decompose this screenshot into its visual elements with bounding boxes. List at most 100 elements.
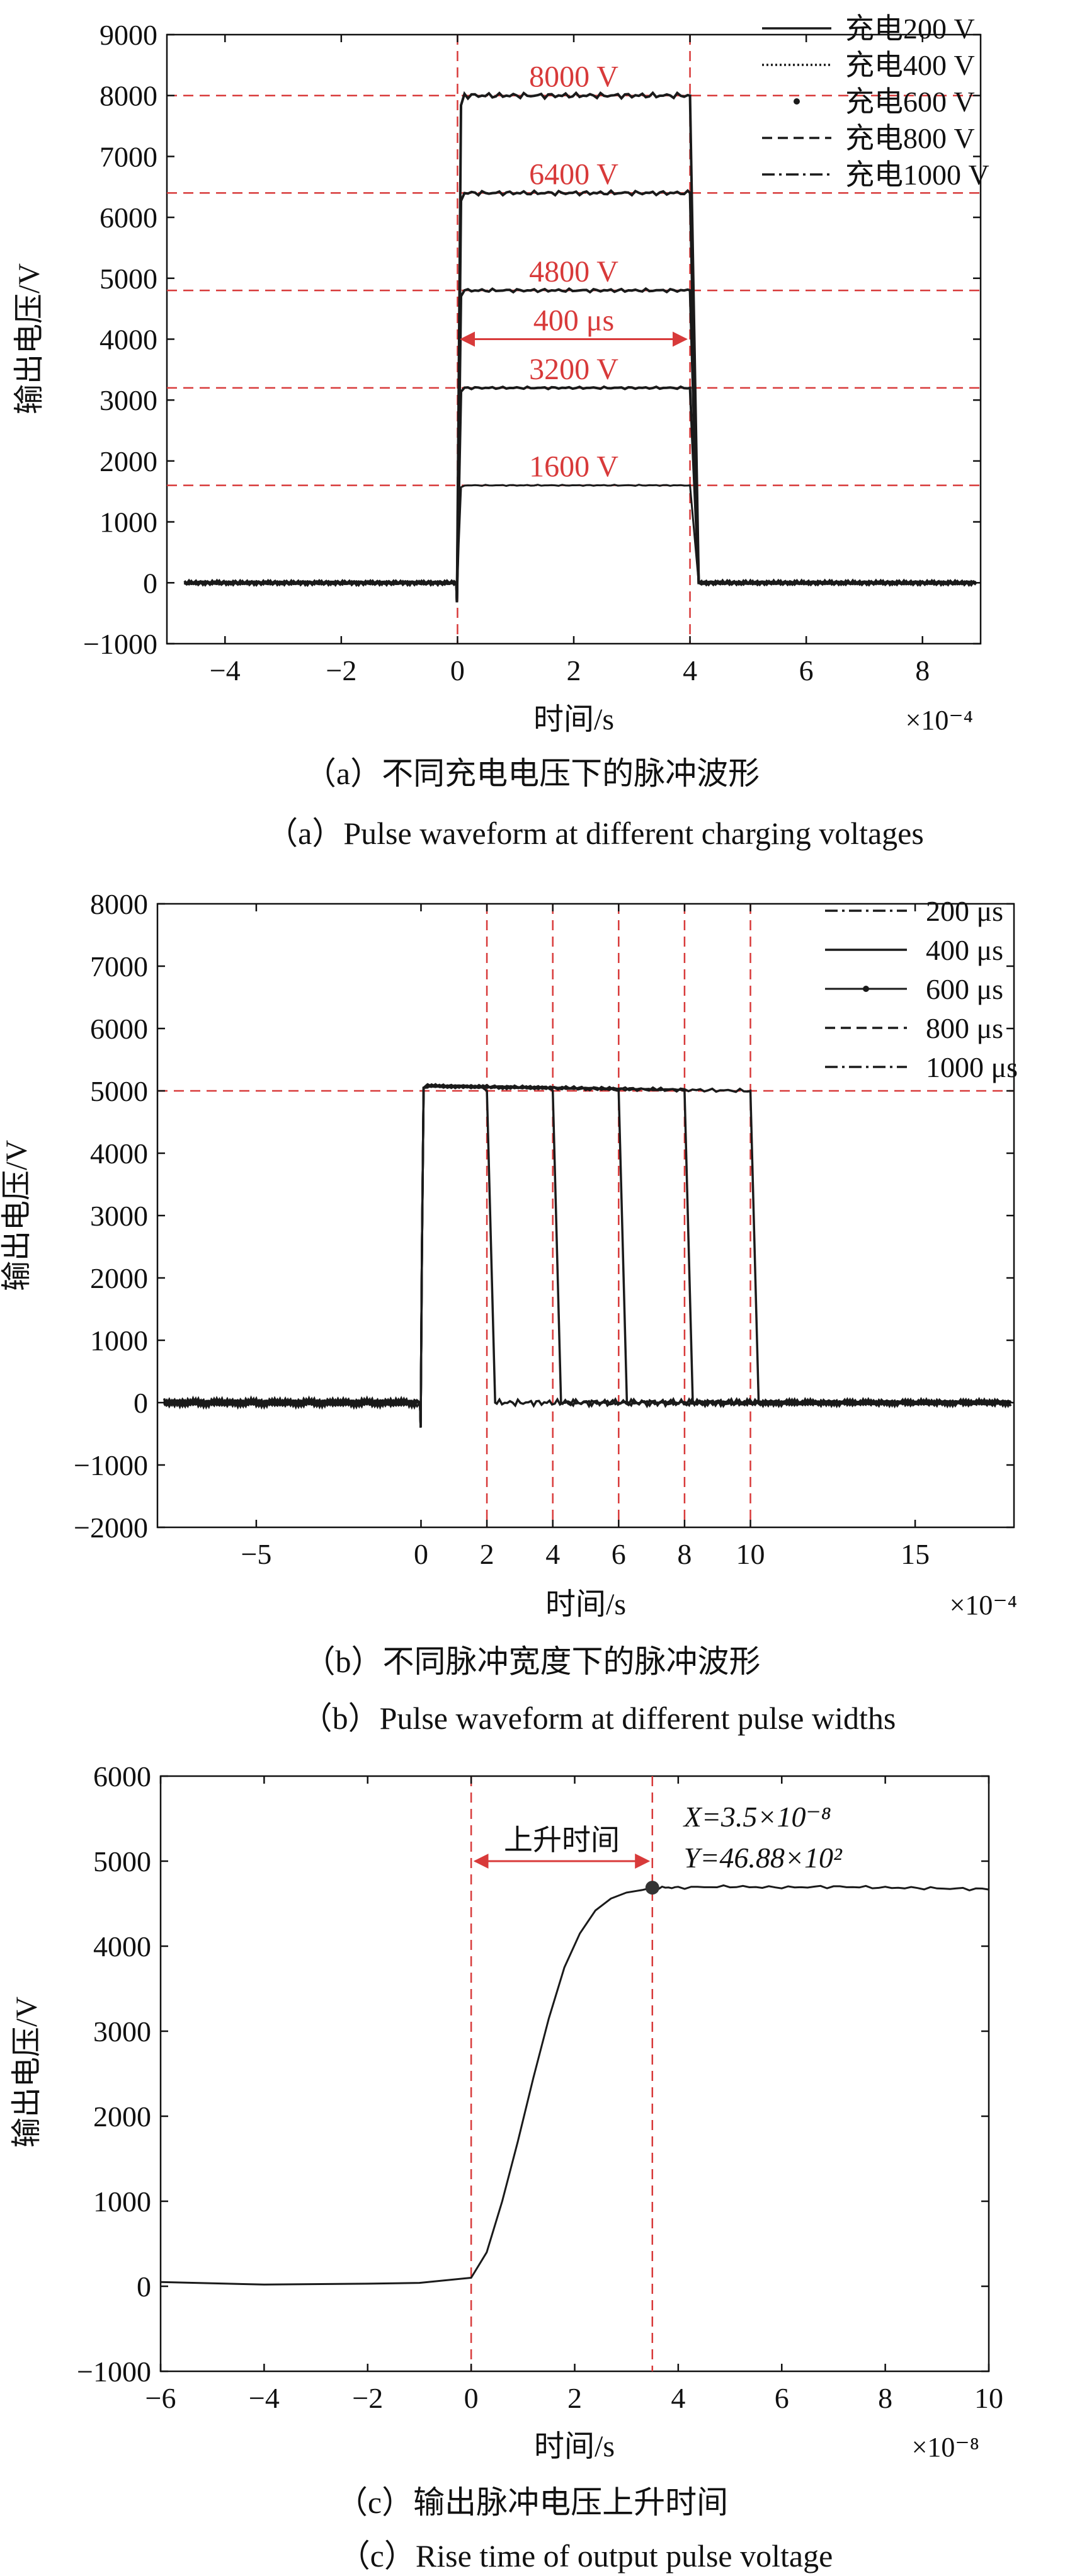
x-ticks: −6 −4 −2 0 2 4 6 8 10: [145, 1776, 1003, 2414]
legend-marker: [863, 986, 869, 992]
legend-label: 600 μs: [926, 973, 1003, 1005]
y-tick-label: 4000: [90, 1137, 148, 1170]
y-tick-label: 2000: [100, 445, 157, 477]
x-tick-label: 4: [545, 1538, 560, 1570]
y-tick-label: 1000: [93, 2186, 151, 2218]
legend: 充电200 V 充电400 V 充电600 V 充电800 V 充电1000 V: [762, 13, 989, 191]
x-axis-title: 时间/s: [534, 2430, 615, 2463]
plot-frame: [159, 1775, 990, 2373]
y-ticks: −2000 −1000 0 1000 2000 3000 4000 5000 6000 7000 8…: [74, 888, 1014, 1544]
legend-label: 充电1000 V: [845, 159, 989, 191]
legend-label: 充电600 V: [845, 86, 975, 118]
x-tick-label: 2: [480, 1538, 494, 1570]
y-tick-label: 0: [137, 2271, 151, 2303]
annotations: 8000 V 6400 V 4800 V 3200 V 1600 V 400 μs: [460, 60, 688, 484]
point-x-label: X=3.5×10⁻⁸: [683, 1801, 831, 1833]
x-tick-label: 6: [799, 654, 814, 687]
x-tick-label: 0: [450, 654, 465, 687]
y-tick-label: 8000: [100, 80, 157, 112]
data-point-marker: [645, 1881, 659, 1895]
x-tick-label: 2: [567, 654, 581, 687]
trace-6: [163, 1083, 1011, 1428]
x-tick-label: −6: [145, 2382, 176, 2414]
y-tick-label: 4000: [100, 324, 157, 356]
trace-4: [163, 1083, 1011, 1428]
x-tick-label: 0: [414, 1538, 428, 1570]
y-ticks: −1000 0 1000 2000 3000 4000 5000 6000: [77, 1760, 989, 2388]
y-tick-label: 2000: [90, 1262, 148, 1294]
x-axis-title: 时间/s: [533, 703, 614, 736]
legend-marker: [794, 98, 800, 105]
y-ticks: −1000 0 1000 2000 3000 4000 5000 6000 7000 8000 90…: [83, 19, 981, 660]
x-tick-label: −5: [241, 1538, 271, 1570]
caption-cn: （a）不同充电电压下的脉冲波形: [305, 756, 760, 791]
legend-label: 1000 μs: [926, 1051, 1018, 1083]
y-tick-label: 6000: [100, 202, 157, 234]
caption-cn: （b）不同脉冲宽度下的脉冲波形: [304, 1644, 761, 1679]
y-tick-label: 5000: [100, 263, 157, 295]
y-tick-label: 2000: [93, 2100, 151, 2133]
waveform-traces: [162, 1083, 1012, 1428]
y-tick-label: −1000: [74, 1449, 148, 1481]
reference-lines: [157, 904, 1014, 1527]
trace-8: [163, 1083, 1012, 1428]
legend-label: 800 μs: [926, 1012, 1003, 1044]
voltage-label: 6400 V: [529, 157, 618, 191]
caption-en: （c）Rise time of output pulse voltage: [339, 2538, 833, 2573]
caption-en: （a）Pulse waveform at different charging …: [266, 816, 924, 851]
x-axis-multiplier: ×10⁻⁸: [912, 2432, 979, 2463]
y-tick-label: 6000: [90, 1013, 148, 1045]
y-axis-title: 输出电压/V: [0, 1140, 33, 1291]
x-tick-label: 8: [915, 654, 930, 687]
y-tick-label: 7000: [100, 140, 157, 173]
caption-cn: （c）输出脉冲电压上升时间: [336, 2485, 728, 2520]
x-axis-multiplier: ×10⁻⁴: [950, 1590, 1017, 1621]
x-tick-label: 10: [736, 1538, 765, 1570]
trace-4: [184, 189, 977, 603]
y-tick-label: 3000: [100, 384, 157, 416]
x-tick-label: 6: [775, 2382, 789, 2414]
trace-10: [163, 1083, 1012, 1428]
width-label: 400 μs: [533, 304, 614, 338]
x-axis-multiplier: ×10⁻⁴: [906, 705, 973, 736]
y-tick-label: −2000: [74, 1512, 148, 1544]
x-tick-label: 0: [464, 2382, 479, 2414]
legend-label: 400 μs: [926, 934, 1003, 966]
y-tick-label: 8000: [90, 888, 148, 920]
y-tick-label: 1000: [90, 1325, 148, 1357]
trace-2: [162, 1083, 1011, 1428]
x-tick-label: −2: [352, 2382, 383, 2414]
x-tick-label: 4: [671, 2382, 685, 2414]
y-tick-label: −1000: [83, 628, 157, 660]
x-ticks: −5 0 2 4 6 8 10 15: [241, 904, 930, 1570]
y-axis-title: 输出电压/V: [10, 1997, 43, 2148]
y-tick-label: 0: [143, 567, 157, 599]
y-tick-label: 0: [134, 1387, 148, 1419]
x-tick-label: −2: [326, 654, 356, 687]
x-ticks: −4 −2 0 2 4 6 8: [210, 35, 930, 687]
rise-trace: [160, 1884, 989, 2286]
trace-2: [183, 385, 977, 603]
panel-a: −1000 0 1000 2000 3000 4000 5000 6000 7000 8000 90…: [13, 13, 989, 851]
voltage-label: 3200 V: [529, 353, 618, 386]
y-tick-label: 4000: [93, 1930, 151, 1963]
voltage-label: 1600 V: [529, 450, 618, 484]
y-tick-label: −1000: [77, 2356, 151, 2388]
legend: 200 μs 400 μs 600 μs 800 μs 1000 μs: [825, 895, 1018, 1083]
caption-en: （b）Pulse waveform at different pulse wid…: [301, 1701, 896, 1736]
x-tick-label: 2: [567, 2382, 582, 2414]
y-tick-label: 9000: [100, 19, 157, 51]
x-tick-label: 8: [677, 1538, 692, 1570]
x-tick-label: 8: [878, 2382, 892, 2414]
reference-lines: [470, 1776, 654, 2371]
y-tick-label: 6000: [93, 1760, 151, 1792]
y-tick-label: 3000: [90, 1200, 148, 1232]
x-tick-label: −4: [249, 2382, 280, 2414]
y-axis-title: 输出电压/V: [13, 263, 46, 414]
x-tick-label: 4: [683, 654, 697, 687]
trace-5: [183, 91, 976, 603]
y-tick-label: 5000: [90, 1075, 148, 1107]
voltage-label: 8000 V: [529, 60, 618, 94]
y-tick-label: 5000: [93, 1845, 151, 1878]
